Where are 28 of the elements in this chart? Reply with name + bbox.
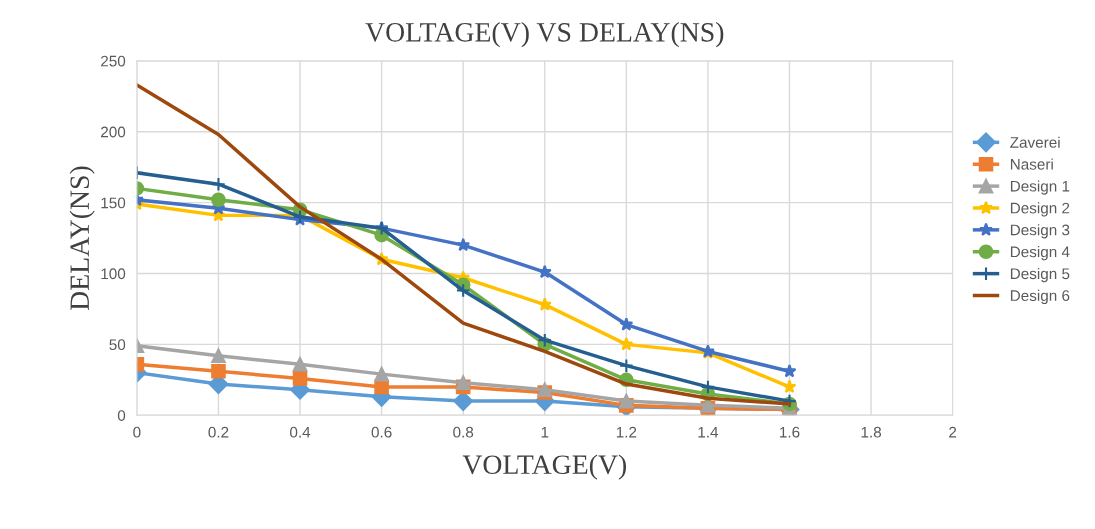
legend-label: Design 1 bbox=[1010, 180, 1070, 195]
x-tick-label: 0.2 bbox=[208, 426, 229, 438]
x-tick-label: 1 bbox=[541, 426, 549, 438]
x-axis-title: VOLTAGE(V) bbox=[462, 454, 627, 480]
y-tick-label: 200 bbox=[101, 126, 126, 138]
y-tick-label: 0 bbox=[117, 410, 126, 421]
legend-label: Zaverei bbox=[1010, 136, 1060, 148]
x-tick-label: 1.6 bbox=[780, 426, 800, 438]
x-tick-label: 0.4 bbox=[290, 426, 311, 438]
y-tick-label: 50 bbox=[109, 339, 126, 351]
x-tick-label: 1.2 bbox=[616, 426, 637, 438]
x-tick-label: 0.6 bbox=[371, 426, 392, 438]
y-axis-title: DELAY(NS) bbox=[69, 166, 95, 311]
legend-label: Design 2 bbox=[1010, 202, 1070, 217]
x-tick-label: 0.8 bbox=[453, 426, 474, 438]
y-tick-label: 100 bbox=[101, 268, 126, 280]
legend-label: Design 6 bbox=[1010, 289, 1070, 305]
chart-title: VOLTAGE(V) VS DELAY(NS) bbox=[365, 22, 724, 48]
legend-label: Naseri bbox=[1010, 158, 1053, 170]
legend-label: Design 3 bbox=[1010, 224, 1070, 239]
x-tick-label: 1.8 bbox=[861, 426, 882, 438]
x-tick-label: 0 bbox=[133, 426, 141, 438]
x-tick-label: 1.4 bbox=[698, 426, 719, 438]
y-tick-label: 150 bbox=[101, 197, 126, 209]
legend-label: Design 4 bbox=[1010, 246, 1070, 261]
legend-label: Design 5 bbox=[1010, 267, 1070, 283]
y-tick-label: 250 bbox=[101, 55, 126, 67]
x-tick-label: 2 bbox=[949, 426, 957, 438]
